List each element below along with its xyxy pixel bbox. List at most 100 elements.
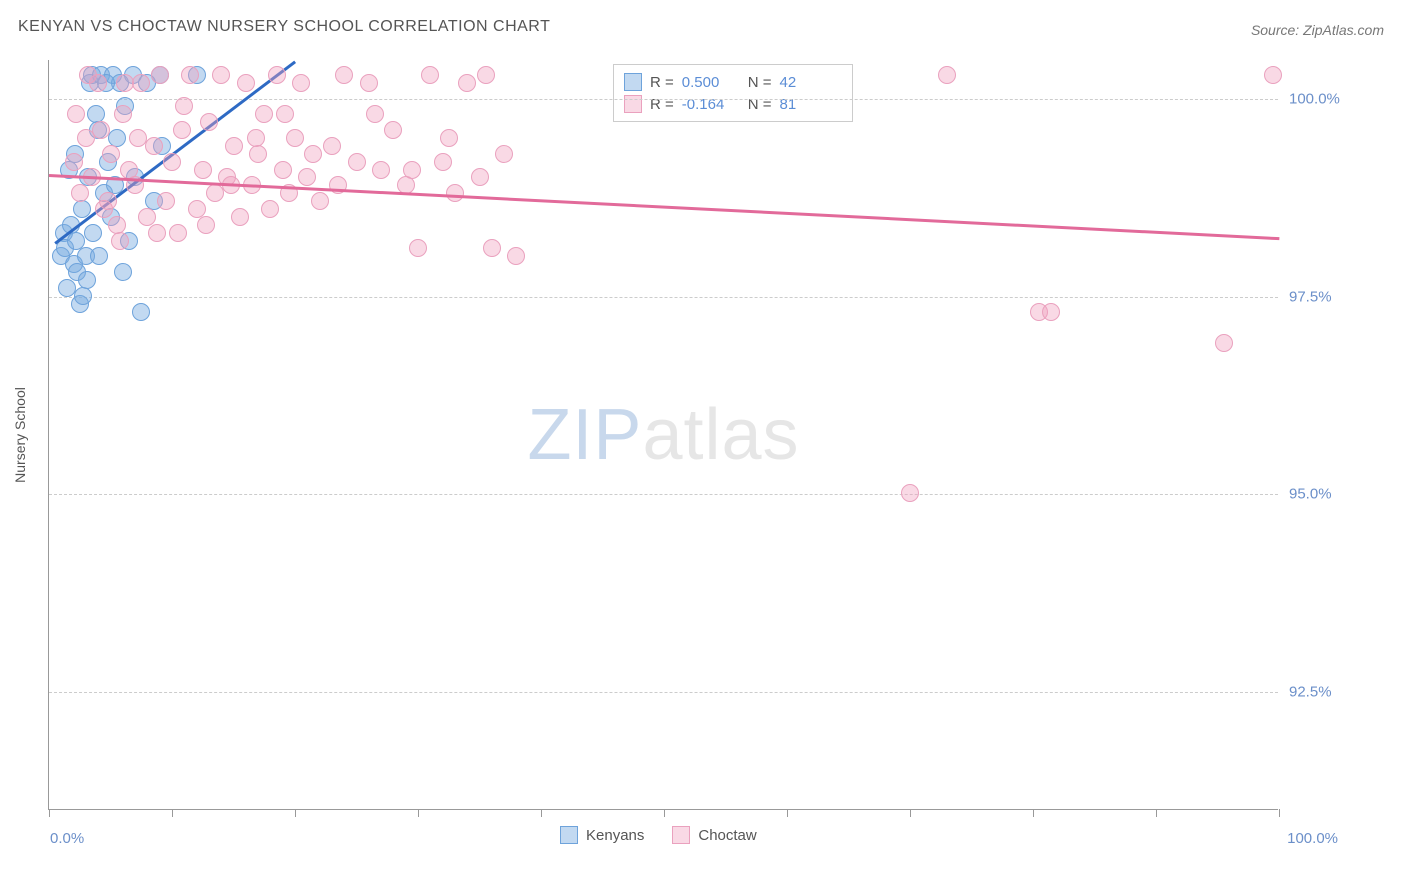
stats-row-kenyans: R =0.500N =42 xyxy=(624,71,838,93)
x-tick xyxy=(910,809,911,817)
scatter-point-choctaw xyxy=(175,97,193,115)
scatter-point-choctaw xyxy=(114,105,132,123)
swatch-choctaw xyxy=(624,95,642,113)
stat-r-label: R = xyxy=(650,74,674,91)
scatter-point-choctaw xyxy=(249,145,267,163)
scatter-point-choctaw xyxy=(335,66,353,84)
legend-label: Choctaw xyxy=(698,827,756,844)
y-tick-label: 92.5% xyxy=(1289,683,1332,700)
gridline-h xyxy=(49,494,1278,495)
scatter-point-choctaw xyxy=(268,66,286,84)
scatter-point-choctaw xyxy=(132,74,150,92)
y-axis-title: Nursery School xyxy=(12,387,28,483)
stat-r-label: R = xyxy=(650,96,674,113)
x-axis-min-label: 0.0% xyxy=(50,830,84,847)
gridline-h xyxy=(49,99,1278,100)
scatter-point-kenyans xyxy=(78,271,96,289)
scatter-point-choctaw xyxy=(148,224,166,242)
scatter-point-choctaw xyxy=(237,74,255,92)
legend-label: Kenyans xyxy=(586,827,644,844)
scatter-point-choctaw xyxy=(145,137,163,155)
scatter-point-kenyans xyxy=(84,224,102,242)
stat-n-value: 42 xyxy=(780,74,838,91)
x-tick xyxy=(418,809,419,817)
scatter-point-kenyans xyxy=(114,263,132,281)
scatter-point-choctaw xyxy=(292,74,310,92)
scatter-point-choctaw xyxy=(169,224,187,242)
scatter-point-choctaw xyxy=(102,145,120,163)
x-tick xyxy=(1156,809,1157,817)
scatter-point-choctaw xyxy=(276,105,294,123)
x-tick xyxy=(1033,809,1034,817)
x-tick xyxy=(541,809,542,817)
legend-item: Kenyans xyxy=(560,826,644,844)
scatter-point-choctaw xyxy=(298,168,316,186)
scatter-point-choctaw xyxy=(197,216,215,234)
scatter-point-choctaw xyxy=(261,200,279,218)
watermark-zip: ZIP xyxy=(527,395,642,475)
scatter-point-choctaw xyxy=(938,66,956,84)
scatter-point-choctaw xyxy=(495,145,513,163)
scatter-point-choctaw xyxy=(181,66,199,84)
stat-n-label: N = xyxy=(748,74,772,91)
scatter-point-choctaw xyxy=(71,184,89,202)
scatter-point-choctaw xyxy=(194,161,212,179)
legend-swatch xyxy=(560,826,578,844)
stat-n-value: 81 xyxy=(780,96,838,113)
scatter-point-choctaw xyxy=(348,153,366,171)
scatter-point-choctaw xyxy=(507,247,525,265)
scatter-point-choctaw xyxy=(225,137,243,155)
scatter-point-choctaw xyxy=(286,129,304,147)
source-label: Source: ZipAtlas.com xyxy=(1251,22,1384,38)
scatter-point-choctaw xyxy=(1042,303,1060,321)
scatter-point-choctaw xyxy=(384,121,402,139)
scatter-point-choctaw xyxy=(173,121,191,139)
stat-r-value: -0.164 xyxy=(682,96,740,113)
scatter-point-choctaw xyxy=(163,153,181,171)
scatter-point-choctaw xyxy=(212,66,230,84)
scatter-point-choctaw xyxy=(157,192,175,210)
scatter-point-choctaw xyxy=(360,74,378,92)
scatter-point-choctaw xyxy=(372,161,390,179)
x-tick xyxy=(787,809,788,817)
trend-line-choctaw xyxy=(49,174,1279,240)
scatter-point-choctaw xyxy=(1264,66,1282,84)
y-tick-label: 95.0% xyxy=(1289,486,1332,503)
scatter-point-choctaw xyxy=(901,484,919,502)
scatter-point-choctaw xyxy=(446,184,464,202)
legend-item: Choctaw xyxy=(672,826,756,844)
scatter-point-choctaw xyxy=(1215,334,1233,352)
scatter-point-choctaw xyxy=(458,74,476,92)
y-tick-label: 100.0% xyxy=(1289,91,1340,108)
scatter-point-choctaw xyxy=(79,66,97,84)
scatter-point-choctaw xyxy=(471,168,489,186)
x-tick xyxy=(49,809,50,817)
scatter-point-choctaw xyxy=(274,161,292,179)
scatter-point-choctaw xyxy=(111,232,129,250)
watermark-atlas: atlas xyxy=(642,395,799,475)
scatter-point-choctaw xyxy=(116,74,134,92)
legend-swatch xyxy=(672,826,690,844)
x-tick xyxy=(1279,809,1280,817)
scatter-point-choctaw xyxy=(67,105,85,123)
scatter-point-choctaw xyxy=(231,208,249,226)
scatter-point-choctaw xyxy=(409,239,427,257)
watermark: ZIPatlas xyxy=(527,394,799,476)
y-tick-label: 97.5% xyxy=(1289,288,1332,305)
x-tick xyxy=(664,809,665,817)
scatter-point-kenyans xyxy=(90,247,108,265)
stat-n-label: N = xyxy=(748,96,772,113)
x-tick xyxy=(295,809,296,817)
chart-title: KENYAN VS CHOCTAW NURSERY SCHOOL CORRELA… xyxy=(18,18,550,36)
stats-box: R =0.500N =42R =-0.164N =81 xyxy=(613,64,853,122)
scatter-point-choctaw xyxy=(440,129,458,147)
swatch-kenyans xyxy=(624,73,642,91)
scatter-point-choctaw xyxy=(311,192,329,210)
scatter-point-choctaw xyxy=(200,113,218,131)
scatter-point-choctaw xyxy=(151,66,169,84)
scatter-point-kenyans xyxy=(132,303,150,321)
scatter-point-choctaw xyxy=(65,153,83,171)
x-axis-max-label: 100.0% xyxy=(1287,830,1338,847)
scatter-point-choctaw xyxy=(366,105,384,123)
scatter-point-choctaw xyxy=(323,137,341,155)
